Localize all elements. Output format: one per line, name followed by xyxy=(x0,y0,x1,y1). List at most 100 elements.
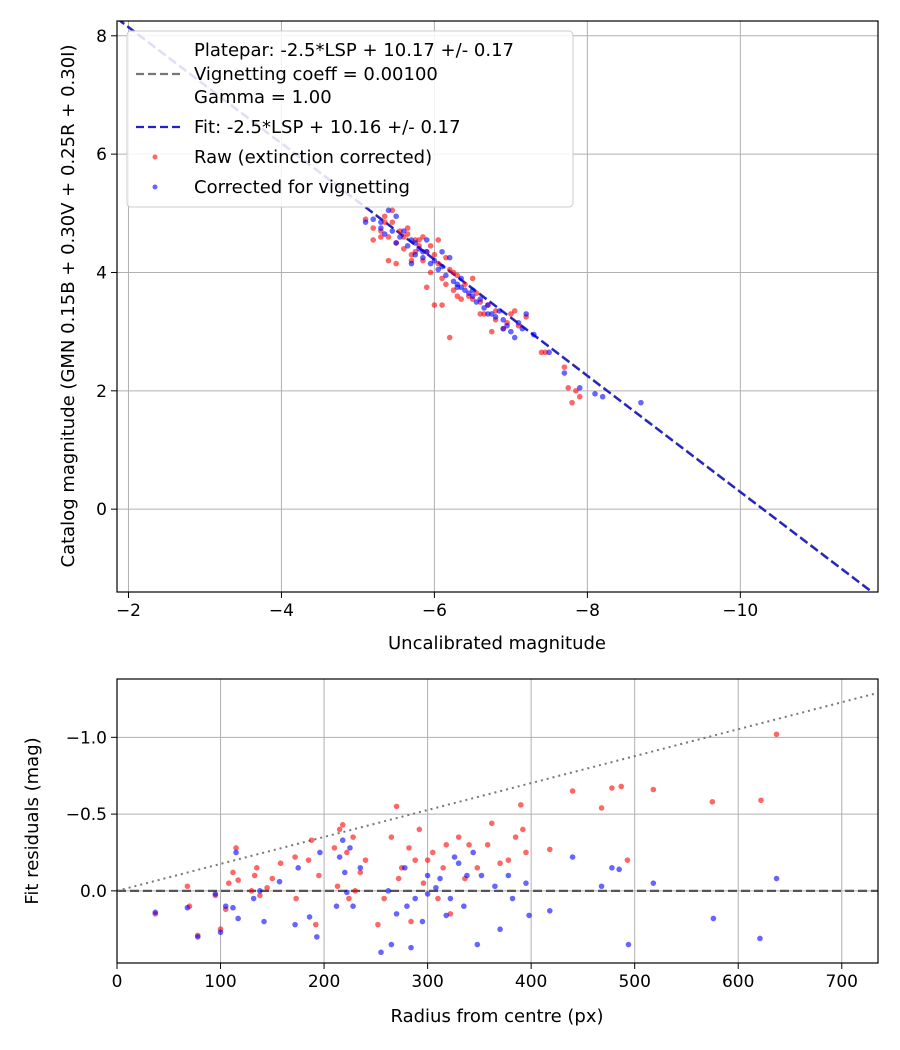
calibration-corrected-point xyxy=(443,272,449,279)
residuals-corrected-point xyxy=(250,895,257,902)
calibration-raw-point xyxy=(381,213,388,220)
residuals-corrected-point xyxy=(625,941,632,948)
residuals-ticks: 0 100 200 300 400 500 600 700 0.0 −0.5 −1.0 xyxy=(66,728,858,992)
calibration-raw-point xyxy=(404,225,411,231)
calibration-x-tick-label: −10 xyxy=(722,601,758,621)
residuals-x-tick-label: 100 xyxy=(204,972,236,992)
calibration-points xyxy=(362,207,644,406)
residuals-raw-point xyxy=(650,786,657,793)
calibration-raw-point xyxy=(473,290,480,296)
residuals-corrected-point xyxy=(609,865,615,871)
calibration-corrected-point xyxy=(492,314,499,320)
residuals-corrected-point xyxy=(347,845,353,851)
residuals-corrected-point xyxy=(230,904,236,911)
calibration-raw-point xyxy=(439,302,445,308)
residuals-corrected-point xyxy=(184,904,191,911)
calibration-raw-point xyxy=(561,364,568,370)
residuals-raw-point xyxy=(773,731,780,738)
calibration-corrected-point xyxy=(485,302,491,308)
residuals-corrected-point xyxy=(233,849,239,856)
calibration-corrected-point xyxy=(500,325,507,332)
residuals-raw-point xyxy=(395,875,402,882)
calibration-x-axis-label: Uncalibrated magnitude xyxy=(388,633,606,654)
calibration-raw-point xyxy=(385,257,392,264)
residuals-raw-point xyxy=(489,820,495,827)
calibration-corrected-point xyxy=(389,228,396,234)
residuals-corrected-point xyxy=(437,875,443,882)
residuals-corrected-point xyxy=(412,895,418,902)
calibration-raw-point xyxy=(454,293,461,299)
calibration-corrected-point xyxy=(515,319,522,326)
calibration-raw-point xyxy=(462,281,468,288)
calibration-raw-point xyxy=(443,281,449,288)
residuals-corrected-point xyxy=(464,872,470,879)
calibration-corrected-point xyxy=(381,231,388,237)
calibration-raw-point xyxy=(420,234,426,240)
residuals-corrected-point xyxy=(333,903,340,909)
residuals-corrected-point xyxy=(470,849,476,856)
calibration-raw-point xyxy=(439,275,445,282)
residuals-raw-point xyxy=(253,865,260,871)
calibration-corrected-point xyxy=(423,237,430,243)
calibration-corrected-point xyxy=(378,225,384,231)
calibration-corrected-point xyxy=(576,385,583,391)
residuals-corrected-point xyxy=(336,854,343,860)
residuals-corrected-point xyxy=(478,872,485,879)
residuals-corrected-point xyxy=(385,888,392,894)
residuals-corrected-point xyxy=(526,912,532,919)
residuals-raw-point xyxy=(424,857,431,863)
residuals-raw-point xyxy=(293,895,299,902)
residuals-y-tick-label: −0.5 xyxy=(66,805,107,825)
residuals-raw-point xyxy=(406,845,412,851)
residuals-corrected-point xyxy=(388,941,395,948)
calibration-corrected-point xyxy=(435,266,442,273)
calibration-corrected-point xyxy=(469,293,476,299)
calibration-corrected-point xyxy=(500,317,507,323)
residuals-raw-point xyxy=(251,872,258,879)
residuals-raw-point xyxy=(609,785,615,791)
residuals-corrected-point xyxy=(616,866,622,873)
calibration-x-tick-label: −4 xyxy=(269,601,294,621)
residuals-raw-point xyxy=(248,888,255,894)
calibration-ticks: −2 −4 −6 −8 −10 0 2 4 6 8 xyxy=(96,27,758,621)
calibration-raw-point xyxy=(469,275,476,282)
residuals-corrected-point xyxy=(773,875,780,882)
residuals-corrected-point xyxy=(650,880,657,886)
residuals-raw-point xyxy=(412,857,418,863)
residuals-corrected-point xyxy=(194,934,201,940)
calibration-corrected-point xyxy=(416,246,422,252)
calibration-raw-point xyxy=(435,260,442,267)
legend-corrected-marker xyxy=(152,184,158,190)
calibration-legend: Platepar: -2.5*LSP + 10.17 +/- 0.17 Vign… xyxy=(126,30,574,208)
residuals-grid xyxy=(116,679,878,963)
residuals-corrected-point xyxy=(546,908,553,914)
residuals-corrected-point xyxy=(598,883,605,890)
legend-vignetting-label: Vignetting coeff = 0.00100 xyxy=(194,64,438,85)
residuals-raw-point xyxy=(497,860,503,867)
calibration-raw-point xyxy=(565,385,572,391)
residuals-raw-point xyxy=(420,880,427,886)
residuals-x-tick-label: 0 xyxy=(112,972,123,992)
residuals-raw-point xyxy=(334,883,341,890)
calibration-raw-point xyxy=(389,219,396,225)
calibration-corrected-point xyxy=(546,349,552,356)
residuals-corrected-point xyxy=(217,929,224,936)
residuals-corrected-point xyxy=(461,903,467,909)
residuals-y-tick-label: −1.0 xyxy=(66,728,107,748)
residuals-corrected-point xyxy=(447,895,454,902)
residuals-corrected-point xyxy=(393,911,400,917)
residuals-raw-point xyxy=(598,805,605,811)
calibration-corrected-point xyxy=(439,248,445,255)
residuals-raw-point xyxy=(264,884,270,891)
residuals-raw-point xyxy=(357,869,364,876)
calibration-y-tick-label: 4 xyxy=(96,263,107,283)
legend-fit-label: Fit: -2.5*LSP + 10.16 +/- 0.17 xyxy=(194,117,461,138)
legend-raw-label: Raw (extinction corrected) xyxy=(194,147,432,168)
calibration-corrected-point xyxy=(439,263,445,270)
calibration-corrected-point xyxy=(370,216,377,223)
calibration-corrected-point xyxy=(420,254,426,261)
residuals-raw-point xyxy=(352,888,358,894)
residuals-corrected-point xyxy=(235,915,241,922)
residuals-raw-point xyxy=(618,783,625,790)
